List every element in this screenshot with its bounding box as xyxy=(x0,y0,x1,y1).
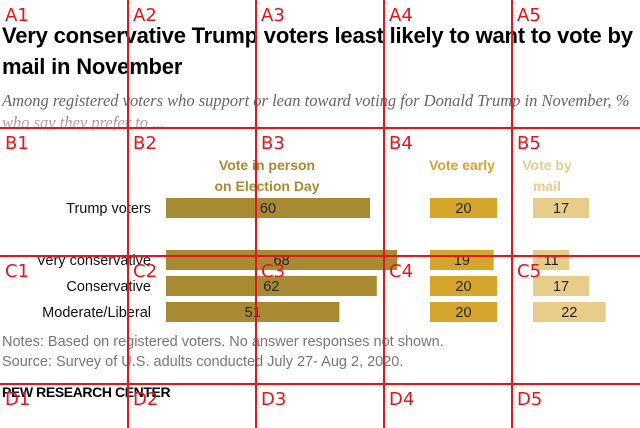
grid-cell-label: A5 xyxy=(517,5,541,26)
notes-text: Notes: Based on registered voters. No an… xyxy=(2,334,444,350)
grid-cell-label: D5 xyxy=(517,389,543,410)
bar xyxy=(533,198,590,218)
series-header-2: Vote by xyxy=(522,157,572,173)
bar-chart: Vote in person on Election Day Vote early V… xyxy=(37,157,606,322)
grid-cell-label: B1 xyxy=(5,133,29,154)
grid-cell-label: C5 xyxy=(517,261,542,282)
grid-cell-label: B4 xyxy=(389,133,413,154)
bar xyxy=(430,302,497,322)
grid-line-vertical xyxy=(511,0,513,428)
data-label: 62 xyxy=(263,279,279,295)
grid-cell-label: B3 xyxy=(261,133,285,154)
grid-cell-label: D2 xyxy=(133,389,159,410)
category-label: Conservative xyxy=(66,279,151,295)
grid-line-vertical xyxy=(127,0,129,428)
bar xyxy=(166,302,340,322)
grid-line-horizontal xyxy=(0,383,640,385)
grid-cell-label: B5 xyxy=(517,133,541,154)
category-label: Moderate/Liberal xyxy=(42,305,151,321)
data-label: 20 xyxy=(455,279,471,295)
grid-cell-label: A4 xyxy=(389,5,413,26)
grid-cell-label: D4 xyxy=(389,389,415,410)
category-label: Very conservative xyxy=(37,253,151,269)
data-label: 51 xyxy=(245,305,261,321)
data-label: 20 xyxy=(455,201,471,217)
grid-cell-label: C4 xyxy=(389,261,414,282)
bar xyxy=(166,198,370,218)
series-header-0: on Election Day xyxy=(214,178,319,194)
data-label: 17 xyxy=(553,201,569,217)
data-label: 60 xyxy=(260,201,276,217)
grid-cell-label: D3 xyxy=(261,389,287,410)
category-label: Trump voters xyxy=(66,201,151,217)
chart-notes: Notes: Based on registered voters. No an… xyxy=(2,332,638,372)
data-label: 68 xyxy=(274,253,290,269)
bar xyxy=(166,276,377,296)
series-header-2: mail xyxy=(533,178,561,194)
bar xyxy=(533,302,606,322)
grid-line-horizontal xyxy=(0,127,640,129)
bar xyxy=(533,276,590,296)
grid-line-vertical xyxy=(255,0,257,428)
series-header-0: Vote in person xyxy=(219,157,315,173)
grid-cell-label: A2 xyxy=(133,5,157,26)
data-label: 11 xyxy=(544,253,559,269)
grid-cell-label: C2 xyxy=(133,261,158,282)
grid-cell-label: D1 xyxy=(5,389,31,410)
chart-title: Very conservative Trump voters least lik… xyxy=(2,23,633,79)
data-label: 17 xyxy=(553,279,569,295)
series-header-1: Vote early xyxy=(429,157,495,173)
grid-cell-label: C1 xyxy=(5,261,30,282)
data-label: 19 xyxy=(454,253,470,269)
bar xyxy=(430,198,497,218)
bar xyxy=(430,276,497,296)
grid-cell-label: A1 xyxy=(5,5,29,26)
grid-line-horizontal xyxy=(0,255,640,257)
source-text: Source: Survey of U.S. adults conducted … xyxy=(2,354,404,370)
subtitle-fade xyxy=(0,112,640,134)
grid-cell-label: C3 xyxy=(261,261,286,282)
grid-line-vertical xyxy=(383,0,385,428)
grid-cell-label: B2 xyxy=(133,133,157,154)
data-label: 20 xyxy=(455,305,471,321)
grid-cell-label: A3 xyxy=(261,5,285,26)
data-label: 22 xyxy=(561,305,577,321)
